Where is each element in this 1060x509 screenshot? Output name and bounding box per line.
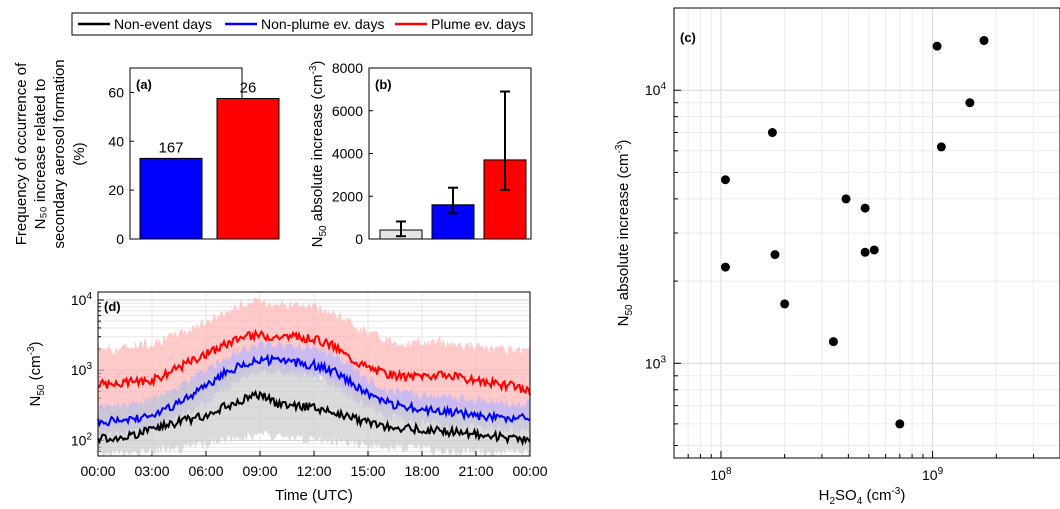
panel-b-ylabel: N50 absolute increase (cm-3) bbox=[308, 61, 329, 248]
panel-a-ytick-label: 20 bbox=[108, 182, 124, 198]
panel-b-ytick-label: 6000 bbox=[332, 103, 363, 119]
panel-c-label: (c) bbox=[680, 30, 696, 45]
legend-label-non-event: Non-event days bbox=[114, 16, 212, 32]
panel-c-point bbox=[860, 203, 870, 213]
panel-a-ylabel-line: N₅₀ increase related to bbox=[32, 79, 49, 230]
panel-a-bar bbox=[139, 157, 203, 240]
panel-a-ytick-label: 0 bbox=[116, 231, 124, 247]
panel-d-xtick-label: 12:00 bbox=[296, 463, 331, 479]
panel-d-axes bbox=[97, 291, 531, 457]
panel-d-xtick-label: 06:00 bbox=[188, 463, 223, 479]
panel-d-xtick-label: 21:00 bbox=[458, 463, 493, 479]
panel-b: (b) N50 absolute increase (cm-3) 0 2000 40… bbox=[308, 60, 532, 248]
panel-d-ytick-label: 102 bbox=[71, 431, 93, 448]
panel-d-ytick-label: 103 bbox=[71, 361, 93, 378]
panel-a-bar-label: 26 bbox=[240, 80, 257, 97]
panel-c-point bbox=[965, 98, 975, 108]
panel-d-label: (d) bbox=[104, 299, 121, 314]
panel-c-point bbox=[828, 337, 838, 347]
panel-c-xtick-label: 109 bbox=[922, 466, 944, 483]
panel-c-ytick-label: 104 bbox=[645, 81, 667, 98]
panel-b-ytick-label: 4000 bbox=[332, 146, 363, 162]
panel-d-line-non-event-days bbox=[97, 389, 531, 447]
panel-a-bar bbox=[216, 98, 280, 240]
panel-c-point bbox=[767, 128, 777, 138]
panel-d-ytick-label: 104 bbox=[71, 291, 93, 308]
panel-c: (c) H2SO4 (cm-3) N50 absolute increase (… bbox=[614, 7, 1060, 507]
panel-a-ylabel-line: secondary aerosol formation bbox=[51, 59, 68, 248]
panel-b-label: (b) bbox=[375, 77, 392, 92]
panel-c-xtick-label: 108 bbox=[710, 466, 732, 483]
panel-d-xtick-label: 03:00 bbox=[134, 463, 169, 479]
panel-d-xtick-label: 09:00 bbox=[242, 463, 277, 479]
panel-b-ytick-label: 2000 bbox=[332, 188, 363, 204]
panel-d-xtick-label: 15:00 bbox=[350, 463, 385, 479]
panel-c-point bbox=[841, 194, 851, 204]
panel-c-grid bbox=[673, 7, 1060, 458]
panel-a-ylabel-line: Frequency of occurrence of bbox=[13, 62, 30, 245]
panel-c-xlabel: H2SO4 (cm-3) bbox=[819, 486, 906, 507]
panel-c-point bbox=[720, 262, 730, 272]
panel-d-line-non-plume-ev-days bbox=[97, 353, 531, 428]
panel-c-point bbox=[860, 247, 870, 257]
panel-d-xtick-label: 00:00 bbox=[80, 463, 115, 479]
panel-c-ytick-label: 103 bbox=[645, 354, 667, 371]
panel-c-point bbox=[869, 245, 879, 255]
panel-c-point bbox=[770, 250, 780, 260]
panel-c-ylabel: N50 absolute increase (cm-3) bbox=[614, 140, 635, 327]
panel-c-point bbox=[979, 36, 989, 46]
panel-d-xtick-label: 00:00 bbox=[512, 463, 547, 479]
panel-a-ytick-label: 60 bbox=[108, 84, 124, 100]
panel-a-ylabel: Frequency of occurrence of N₅₀ increase r… bbox=[13, 59, 88, 248]
panel-b-ytick-label: 0 bbox=[355, 231, 363, 247]
legend-label-non-plume: Non-plume ev. days bbox=[261, 16, 384, 32]
panel-c-point bbox=[780, 299, 790, 309]
panel-c-point bbox=[720, 175, 730, 185]
panel-d: (d) Time (UTC) N50 (cm-3) 00:00 03:00 06:0… bbox=[26, 291, 548, 504]
panel-c-point bbox=[936, 142, 946, 152]
panel-a: (a) Frequency of occurrence of N₅₀ increa… bbox=[13, 59, 280, 249]
panel-a-bar-label: 167 bbox=[158, 139, 183, 156]
panel-d-xtick-label: 18:00 bbox=[404, 463, 439, 479]
legend-label-plume: Plume ev. days bbox=[431, 16, 526, 32]
legend-box bbox=[71, 12, 533, 36]
panel-d-xlabel: Time (UTC) bbox=[275, 487, 353, 504]
panel-d-line-plume-ev-days bbox=[97, 328, 531, 396]
panel-c-point bbox=[895, 419, 905, 429]
legend: Non-event days Non-plume ev. days Plume … bbox=[71, 12, 533, 36]
panel-a-label: (a) bbox=[136, 77, 152, 92]
panel-a-ylabel-line: (%) bbox=[71, 142, 88, 165]
panel-c-point bbox=[932, 41, 942, 51]
panel-a-ytick-label: 40 bbox=[108, 133, 124, 149]
panel-d-ylabel: N50 (cm-3) bbox=[26, 341, 47, 406]
panel-b-ytick-label: 8000 bbox=[332, 60, 363, 76]
